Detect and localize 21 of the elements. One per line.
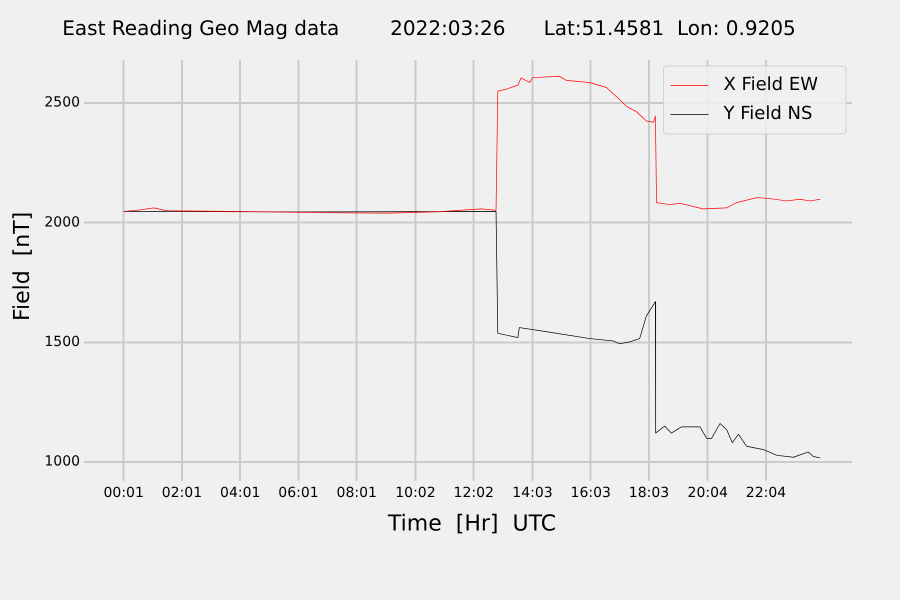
x-tick-label: 02:01 [162,484,202,501]
y-tick-label: 2500 [44,94,80,111]
x-tick-label: 00:01 [104,484,144,501]
chart-title: East Reading Geo Mag data 2022:03:26 Lat:51.4581 Lon: 0.9205 [62,16,796,40]
x-tick-label: 18:03 [628,484,670,501]
legend-label: Y Field NS [722,103,812,124]
y-tick-label: 1000 [44,454,80,470]
x-tick-label: 16:03 [570,484,611,501]
x-tick-label: 04:01 [220,484,260,501]
x-tick-label: 20:04 [688,484,728,501]
x-axis-title: Time [Hr] UTC [386,512,556,537]
legend-label: X Field EW [724,74,818,96]
x-tick-label: 08:01 [336,484,377,501]
x-tick-label: 10:02 [395,484,436,501]
y-tick-label: 1500 [44,334,80,350]
x-tick-label: 14:03 [512,484,553,501]
x-tick-label: 22:04 [746,484,786,501]
x-tick-label: 06:01 [278,484,319,501]
y-tick-label: 2000 [44,214,80,230]
x-tick-label: 12:02 [454,484,494,501]
y-axis-title: Field [nT] [10,212,35,322]
